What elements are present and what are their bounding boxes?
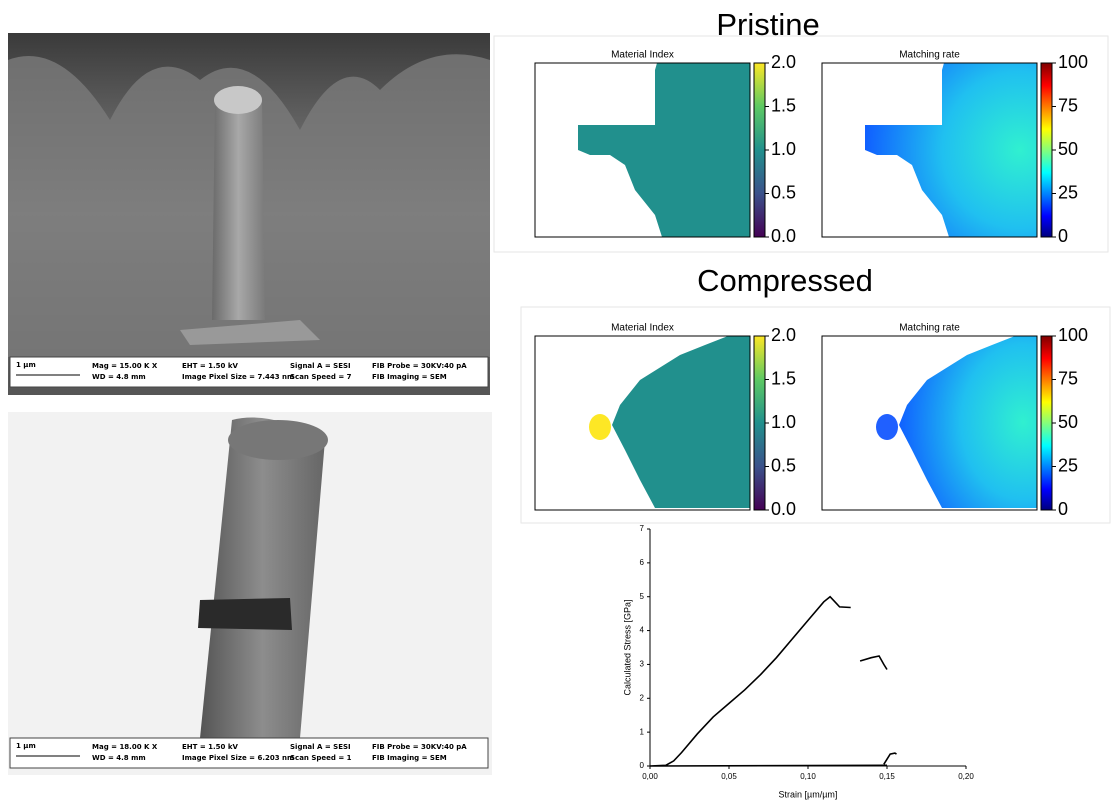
colorbar xyxy=(1041,336,1052,510)
colorbar-tick-label: 100 xyxy=(1058,325,1088,345)
colorbar-tick-label: 100 xyxy=(1058,52,1088,72)
x-tick-label: 0,00 xyxy=(642,772,658,781)
colorbar-tick-label: 2.0 xyxy=(771,52,796,72)
map-blob xyxy=(876,414,898,440)
figure: 1 µm Mag = 15.00 K X WD = 4.8 mm EHT = 1.50… xyxy=(0,0,1112,803)
y-tick-label: 1 xyxy=(640,727,645,736)
info-text: FIB Probe = 30KV:40 pA xyxy=(372,743,467,751)
pillar xyxy=(212,90,265,320)
colorbar-tick-label: 1.0 xyxy=(771,412,796,432)
colorbar xyxy=(754,63,765,237)
colorbar-tick-label: 0 xyxy=(1058,499,1068,519)
colorbar-tick-label: 50 xyxy=(1058,412,1078,432)
scale-label: 1 µm xyxy=(16,742,36,750)
colorbar-tick-label: 75 xyxy=(1058,368,1078,388)
info-text: Image Pixel Size = 7.443 nm xyxy=(182,373,294,381)
colorbar-tick-label: 1.5 xyxy=(771,368,796,388)
info-text: EHT = 1.50 kV xyxy=(182,362,239,370)
colorbar-tick-label: 0 xyxy=(1058,226,1068,246)
colorbar-tick-label: 0.0 xyxy=(771,226,796,246)
colorbar xyxy=(754,336,765,510)
colorbar-tick-label: 25 xyxy=(1058,182,1078,202)
pillar-top xyxy=(228,420,328,460)
map-set-title: Compressed xyxy=(697,263,873,298)
map-title: Matching rate xyxy=(899,323,960,334)
x-tick-label: 0,15 xyxy=(879,772,895,781)
info-text: WD = 4.8 mm xyxy=(92,373,146,381)
map-title: Material Index xyxy=(611,50,674,61)
colorbar-tick-label: 1.0 xyxy=(771,139,796,159)
colorbar-tick-label: 0.5 xyxy=(771,455,796,475)
colorbar-tick-label: 2.0 xyxy=(771,325,796,345)
scale-label: 1 µm xyxy=(16,361,36,369)
page: {"sem_images": [ {"scale": "1 µm", "info… xyxy=(0,0,1112,808)
info-text: EHT = 1.50 kV xyxy=(182,743,239,751)
data-line xyxy=(650,597,897,766)
info-text: FIB Imaging = SEM xyxy=(372,754,447,762)
info-text: FIB Probe = 30KV:40 pA xyxy=(372,362,467,370)
info-text: WD = 4.8 mm xyxy=(92,754,146,762)
map-blob xyxy=(589,414,611,440)
info-text: Mag = 18.00 K X xyxy=(92,743,158,751)
info-text: FIB Imaging = SEM xyxy=(372,373,447,381)
fracture xyxy=(198,598,292,630)
colorbar-tick-label: 0.0 xyxy=(771,499,796,519)
colorbar-tick-label: 50 xyxy=(1058,139,1078,159)
colorbar-tick-label: 75 xyxy=(1058,95,1078,115)
colorbar-tick-label: 1.5 xyxy=(771,95,796,115)
colorbar xyxy=(1041,63,1052,237)
x-tick-label: 0,10 xyxy=(800,772,816,781)
pillar-top xyxy=(214,86,262,114)
info-text: Image Pixel Size = 6.203 nm xyxy=(182,754,294,762)
colorbar-tick-label: 0.5 xyxy=(771,182,796,202)
y-tick-label: 7 xyxy=(640,524,645,533)
y-tick-label: 3 xyxy=(640,660,645,669)
info-text: Signal A = SESI xyxy=(290,743,351,751)
info-text: Mag = 15.00 K X xyxy=(92,362,158,370)
x-tick-label: 0,05 xyxy=(721,772,737,781)
y-tick-label: 5 xyxy=(640,592,645,601)
x-tick-label: 0,20 xyxy=(958,772,974,781)
y-axis-label: Calculated Stress [GPa] xyxy=(622,599,632,695)
y-tick-label: 6 xyxy=(640,558,645,567)
info-text: Scan Speed = 1 xyxy=(290,754,352,762)
y-tick-label: 4 xyxy=(640,626,645,635)
y-tick-label: 0 xyxy=(640,761,645,770)
x-axis-label: Strain [µm/µm] xyxy=(779,789,838,799)
map-set-title: Pristine xyxy=(716,7,819,42)
info-text: Signal A = SESI xyxy=(290,362,351,370)
map-title: Material Index xyxy=(611,323,674,334)
colorbar-tick-label: 25 xyxy=(1058,455,1078,475)
info-text: Scan Speed = 7 xyxy=(290,373,352,381)
map-title: Matching rate xyxy=(899,50,960,61)
y-tick-label: 2 xyxy=(640,693,645,702)
